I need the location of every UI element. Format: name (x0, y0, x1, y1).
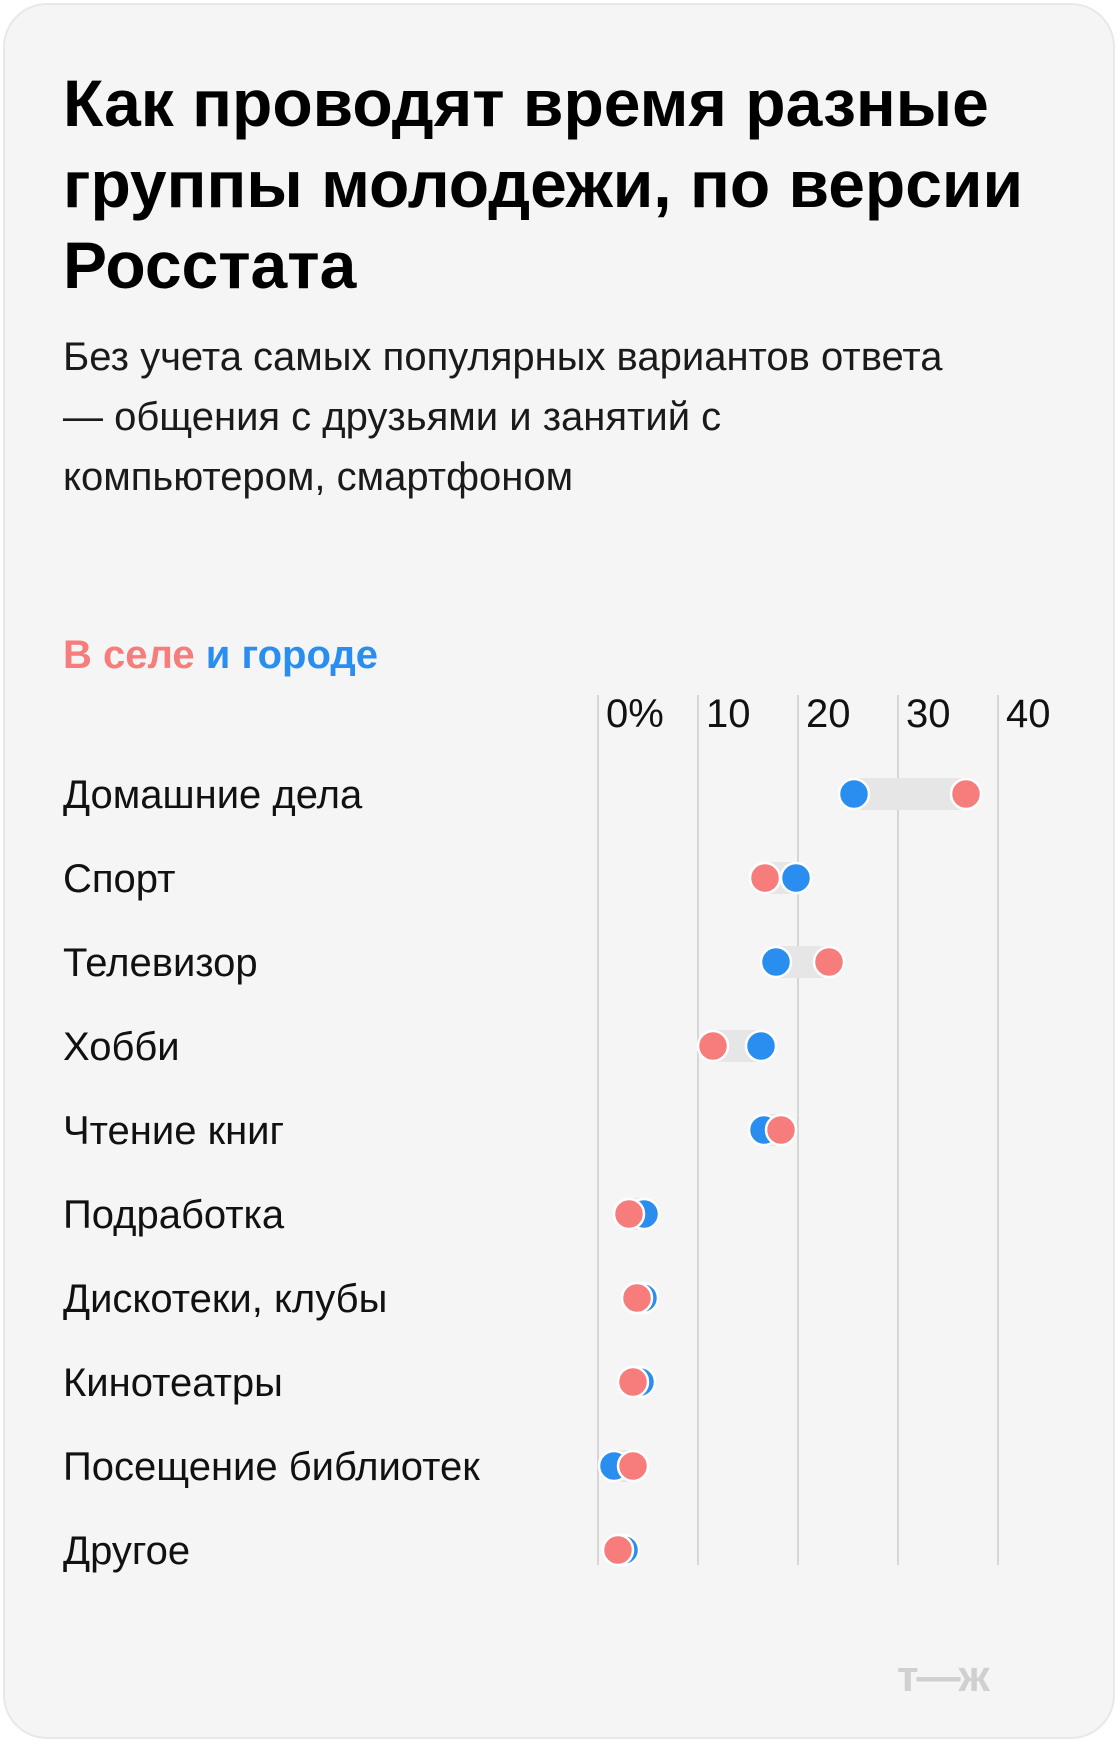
category-label: Телевизор (63, 941, 258, 985)
chart-subtitle: Без учета самых популярных вариантов отв… (63, 335, 943, 499)
urban-dot (744, 1029, 778, 1063)
tick-label-10: 10 (706, 692, 751, 736)
chart-title: Как проводят время разные группы молодеж… (63, 66, 1024, 302)
row-7: Дискотеки, клубы (63, 1277, 660, 1321)
category-label: Подработка (63, 1193, 285, 1237)
row-1: Домашние дела (63, 773, 983, 817)
dumbbell-chart: 0% 10 20 30 40 Домашние дела Спорт Телевизор Хо… (63, 692, 1051, 1573)
urban-dot (759, 945, 793, 979)
category-label: Кинотеатры (63, 1361, 283, 1405)
legend: В селе и городе (63, 631, 378, 679)
category-label: Хобби (63, 1025, 180, 1069)
rural-dot (620, 1281, 654, 1315)
category-label: Другое (63, 1529, 190, 1573)
row-10: Другое (63, 1529, 641, 1573)
category-label: Дискотеки, клубы (63, 1277, 387, 1321)
category-label: Чтение книг (63, 1109, 284, 1153)
legend-rural: В селе (63, 633, 195, 677)
gridlines (597, 695, 999, 1565)
rural-dot (601, 1533, 635, 1567)
row-9: Посещение библиотек (63, 1445, 650, 1489)
rural-dot (949, 777, 983, 811)
chart-card: Как проводят время разные группы молодеж… (3, 3, 1115, 1739)
legend-urban: и городе (205, 633, 378, 677)
rural-dot (764, 1113, 798, 1147)
urban-dot (779, 861, 813, 895)
tick-label-0: 0% (606, 692, 664, 736)
x-axis-ticks: 0% 10 20 30 40 (606, 692, 1051, 736)
urban-dot (837, 777, 871, 811)
tzh-logo: т—ж (897, 1652, 990, 1701)
rural-dot (748, 861, 782, 895)
rural-dot (812, 945, 846, 979)
category-label: Домашние дела (63, 773, 363, 817)
rural-dot (616, 1449, 650, 1483)
row-3: Телевизор (63, 941, 846, 985)
chart-rows: Домашние дела Спорт Телевизор Хобби Чтение к… (63, 773, 983, 1573)
tick-label-40: 40 (1006, 692, 1051, 736)
row-4: Хобби (63, 1025, 778, 1069)
row-5: Чтение книг (63, 1109, 798, 1153)
row-2: Спорт (63, 857, 813, 901)
row-8: Кинотеатры (63, 1361, 657, 1405)
rural-dot (696, 1029, 730, 1063)
rural-dot (612, 1197, 646, 1231)
tick-label-30: 30 (906, 692, 951, 736)
tick-label-20: 20 (806, 692, 851, 736)
category-label: Посещение библиотек (63, 1445, 480, 1489)
row-6: Подработка (63, 1193, 661, 1237)
range-band (854, 778, 966, 810)
category-label: Спорт (63, 857, 175, 901)
rural-dot (616, 1365, 650, 1399)
